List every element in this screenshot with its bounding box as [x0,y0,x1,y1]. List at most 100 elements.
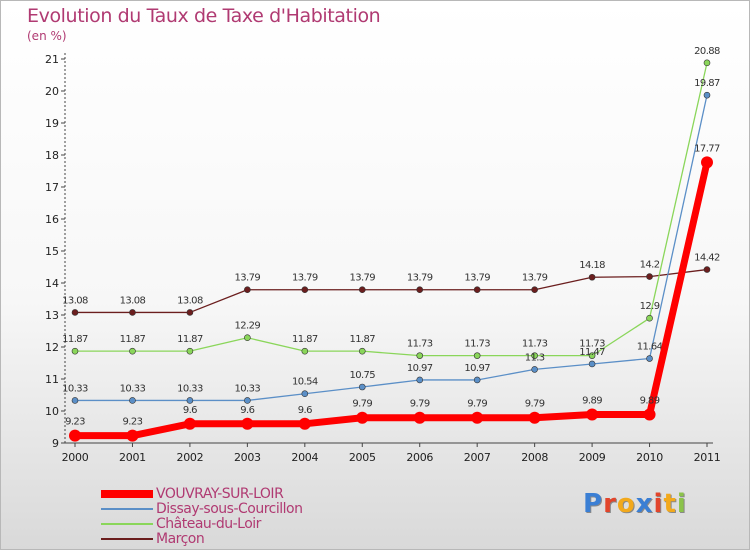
x-tick-label: 2010 [636,451,663,464]
data-point-dissay-sous-courcillon [588,360,596,368]
data-label-vouvray-sur-loir: 9.23 [123,417,143,428]
data-label-vouvray-sur-loir: 9.89 [582,396,602,407]
data-point-ch-teau-du-loir [186,347,194,355]
data-point-dissay-sous-courcillon [129,397,136,404]
data-point-mar-on [129,309,136,316]
data-label-mar-on: 14.42 [694,253,720,264]
y-tick-label: 17 [45,181,59,194]
data-label-dissay-sous-courcillon: 10.97 [464,363,490,374]
data-point-mar-on [358,286,366,294]
data-label-ch-teau-du-loir: 11.87 [177,334,203,345]
data-point-vouvray-sur-loir [586,408,599,421]
data-point-mar-on [301,286,309,294]
series-line-mar-on [75,268,708,314]
chart-title: Evolution du Taux de Taxe d'Habitation [27,5,381,27]
data-point-dissay-sous-courcillon [301,390,309,398]
data-point-dissay-sous-courcillon [186,397,194,404]
data-label-ch-teau-du-loir: 12.9 [640,301,660,312]
data-label-dissay-sous-courcillon: 10.54 [292,377,318,388]
data-point-ch-teau-du-loir [416,352,424,359]
data-label-mar-on: 13.79 [407,273,433,284]
y-tick-label: 21 [45,53,59,66]
logo-letter: r [603,489,617,519]
data-point-dissay-sous-courcillon [416,376,424,384]
y-tick-label: 13 [45,309,59,322]
data-point-vouvray-sur-loir [643,408,656,421]
logo-letter: t [663,489,677,519]
data-label-mar-on: 13.79 [292,273,318,284]
legend-label-dissay: Dissay-sous-Courcillon [156,500,303,517]
data-label-mar-on: 13.79 [522,273,548,284]
data-label-dissay-sous-courcillon: 10.33 [120,383,146,394]
x-tick-label: 2001 [119,451,146,464]
data-point-mar-on [473,286,481,294]
legend-swatch-chateau [101,522,153,525]
data-label-vouvray-sur-loir: 9.79 [410,399,430,410]
legend-label-vouvray: VOUVRAY-SUR-LOIR [156,485,284,502]
legend-label-chateau: Château-du-Loir [156,515,261,532]
data-label-vouvray-sur-loir: 9.23 [65,417,85,428]
data-label-mar-on: 13.79 [349,273,375,284]
data-point-vouvray-sur-loir [528,411,541,424]
data-point-dissay-sous-courcillon [703,91,711,99]
data-label-dissay-sous-courcillon: 11.47 [579,347,605,358]
y-tick-label: 12 [45,341,59,354]
data-label-ch-teau-du-loir: 11.73 [464,339,490,350]
data-point-dissay-sous-courcillon [358,383,366,391]
data-point-vouvray-sur-loir [126,429,139,442]
x-tick-label: 2009 [579,451,606,464]
y-tick-label: 16 [45,213,59,226]
data-label-dissay-sous-courcillon: 19.87 [694,78,720,89]
data-point-dissay-sous-courcillon [244,397,251,404]
logo-letter: i [676,489,687,519]
data-point-ch-teau-du-loir [358,347,366,355]
data-label-ch-teau-du-loir: 11.87 [120,334,146,345]
x-tick-label: 2006 [406,451,433,464]
data-label-mar-on: 14.18 [579,260,605,271]
legend-item-dissay: Dissay-sous-Courcillon [101,500,303,517]
data-point-ch-teau-du-loir [531,352,538,359]
logo-letter: o [616,489,636,519]
data-point-ch-teau-du-loir [703,59,711,67]
data-point-mar-on [646,273,653,280]
data-label-ch-teau-du-loir: 11.73 [579,339,605,350]
data-label-dissay-sous-courcillon: 10.33 [177,383,203,394]
data-label-ch-teau-du-loir: 11.87 [292,334,318,345]
data-label-ch-teau-du-loir: 20.88 [694,46,720,57]
data-label-vouvray-sur-loir: 9.79 [352,399,372,410]
y-tick-label: 11 [45,373,59,386]
data-label-vouvray-sur-loir: 9.6 [298,405,312,416]
data-point-ch-teau-du-loir [473,352,481,359]
y-tick-label: 14 [45,277,59,290]
legend-item-chateau: Château-du-Loir [101,515,302,532]
data-label-mar-on: 13.79 [464,273,490,284]
data-label-vouvray-sur-loir: 9.79 [467,399,487,410]
data-label-ch-teau-du-loir: 12.29 [235,321,261,332]
legend-item-marcon: Marçon [101,531,302,547]
data-label-mar-on: 13.08 [62,295,88,306]
data-point-vouvray-sur-loir [241,417,254,430]
series-line-ch-teau-du-loir [75,62,708,357]
data-point-vouvray-sur-loir [69,429,81,442]
y-tick-label: 18 [45,149,59,162]
data-label-mar-on: 13.08 [120,295,146,306]
data-point-ch-teau-du-loir [129,347,136,355]
data-label-dissay-sous-courcillon: 10.97 [407,363,433,374]
data-point-mar-on [244,286,251,294]
data-label-dissay-sous-courcillon: 10.33 [235,383,261,394]
data-point-vouvray-sur-loir [356,411,369,424]
data-point-mar-on [186,309,194,316]
x-tick-label: 2007 [464,451,491,464]
data-label-ch-teau-du-loir: 11.87 [349,334,375,345]
data-label-vouvray-sur-loir: 9.6 [183,405,197,416]
x-tick-label: 2002 [177,451,204,464]
proxiti-logo: Proxiti [583,489,687,519]
x-tick-label: 2011 [694,451,721,464]
data-label-mar-on: 14.2 [640,260,660,271]
data-point-mar-on [703,266,711,273]
legend: VOUVRAY-SUR-LOIR Dissay-sous-Courcillon … [101,485,303,547]
data-label-vouvray-sur-loir: 9.89 [640,396,660,407]
data-point-mar-on [416,286,424,294]
data-label-ch-teau-du-loir: 11.73 [407,339,433,350]
